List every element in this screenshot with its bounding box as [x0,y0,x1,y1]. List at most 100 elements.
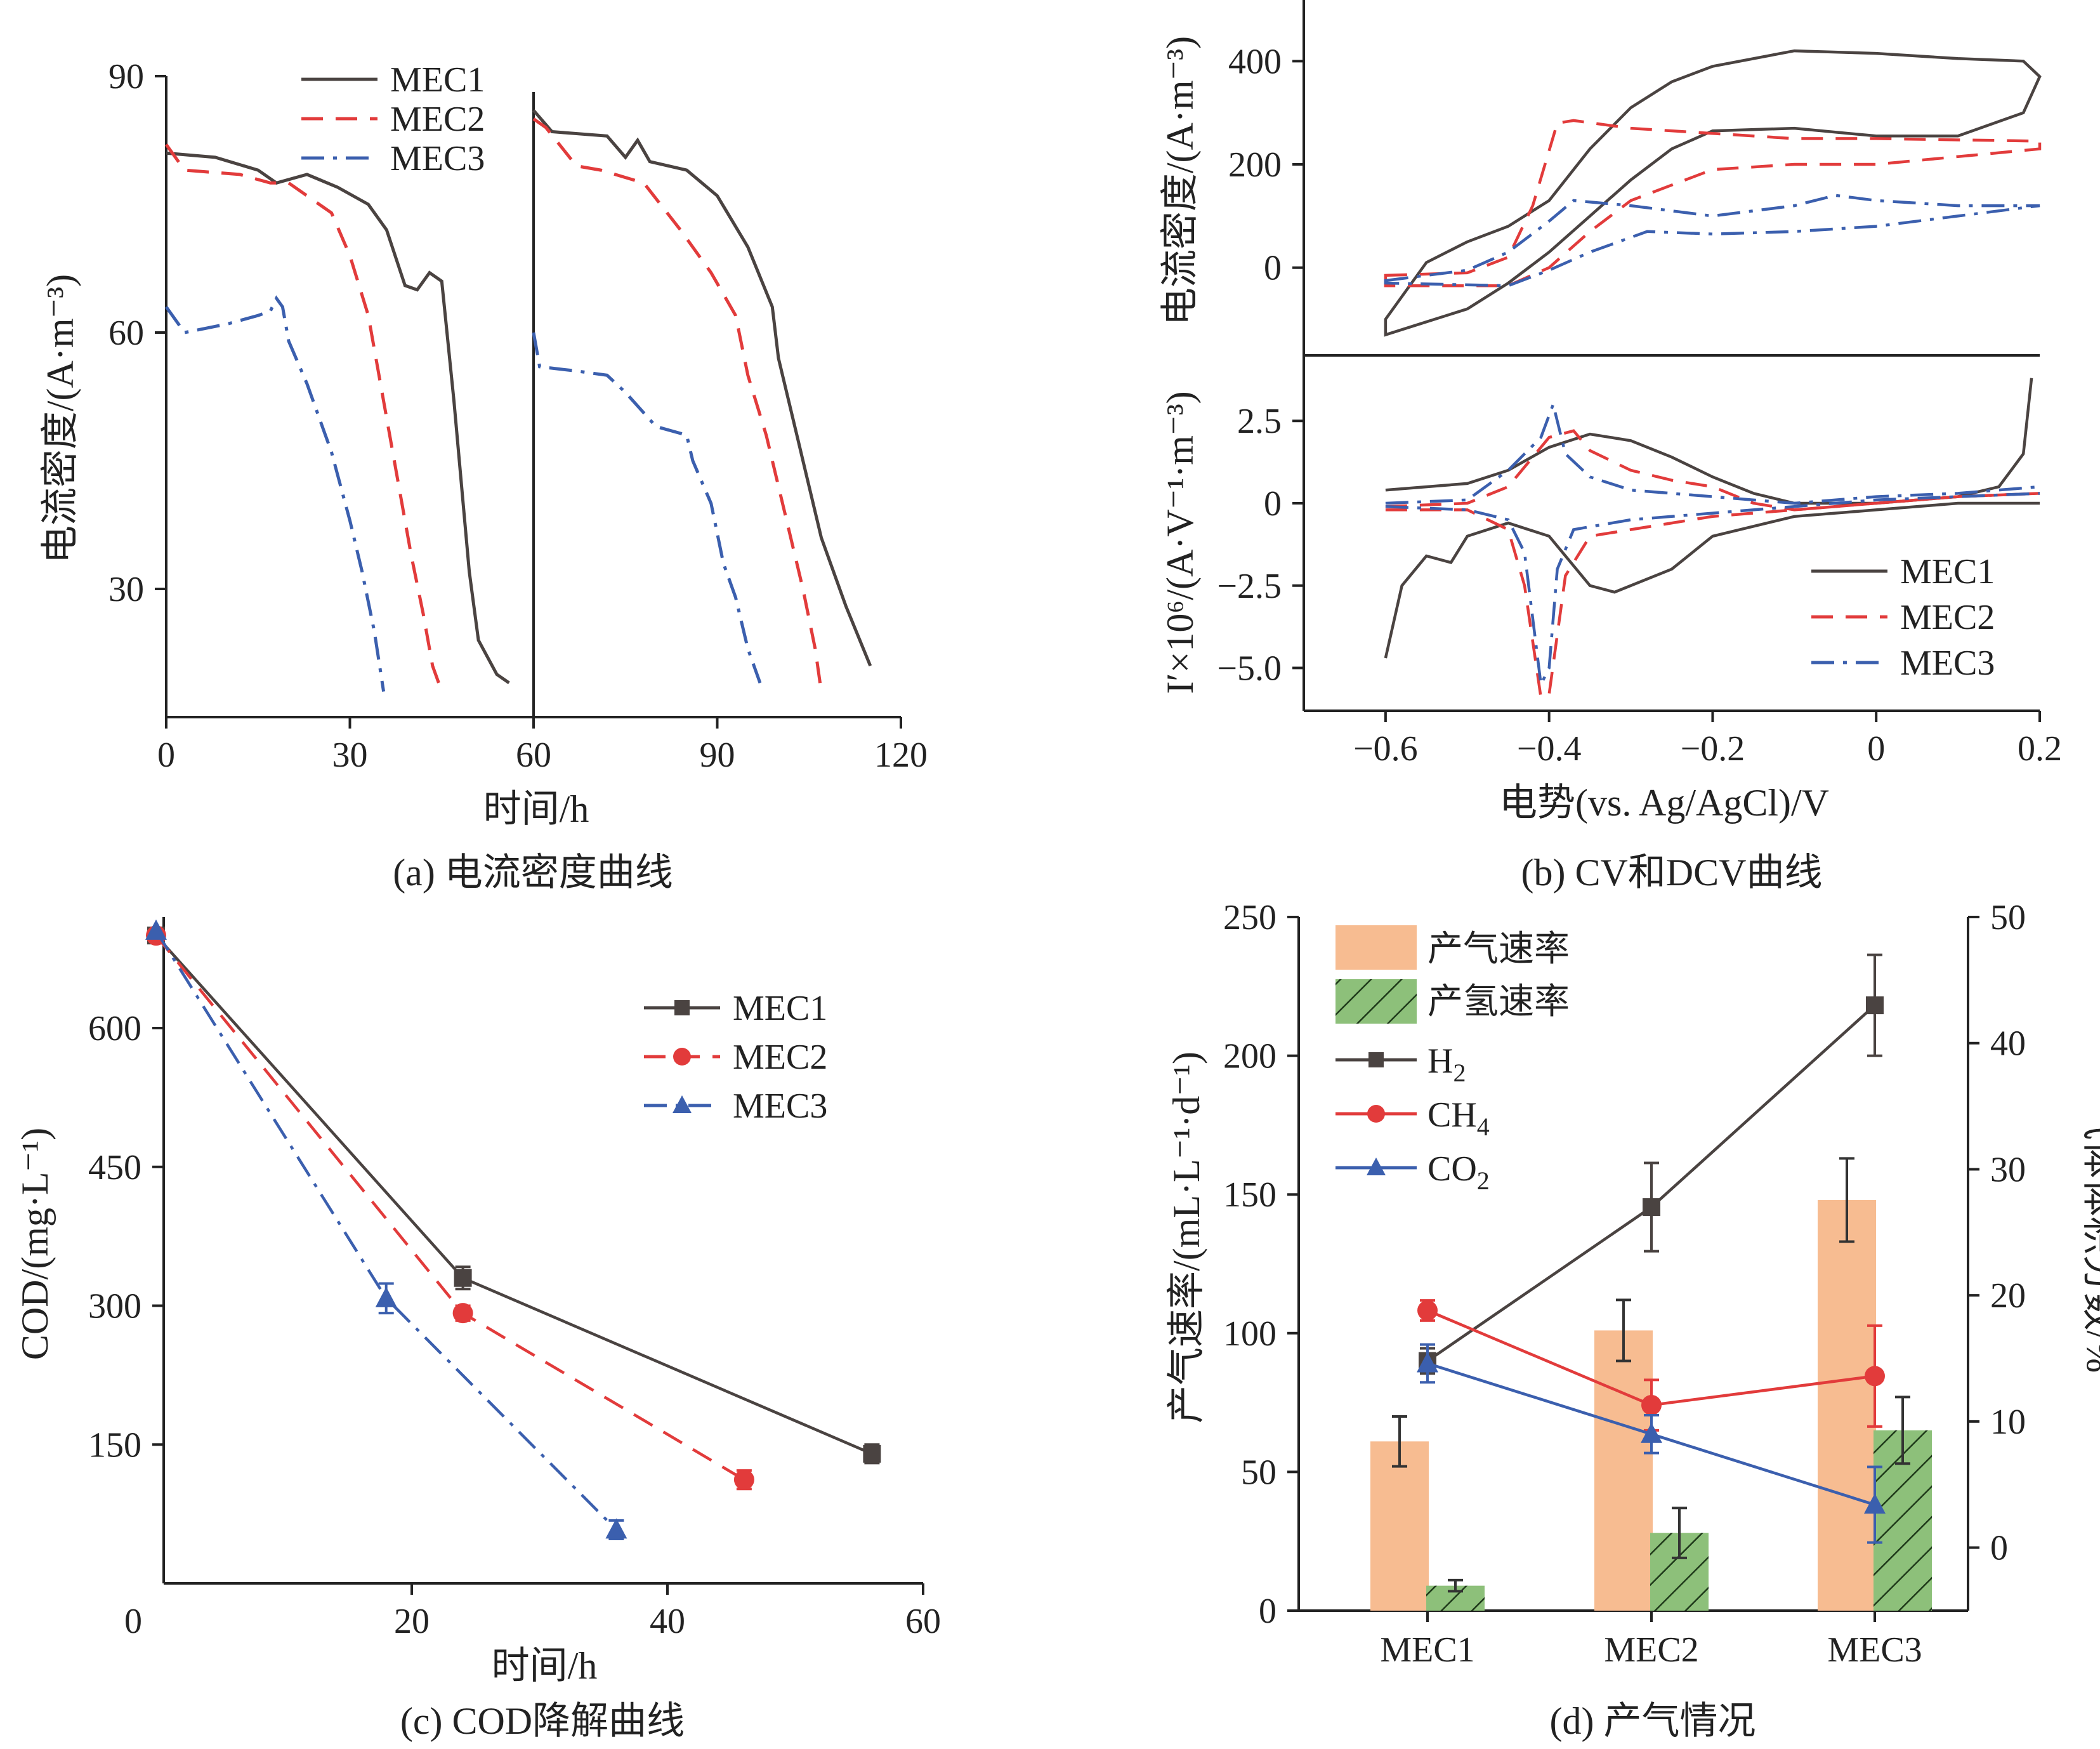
panel-c-legend-mec1-marker [674,1000,690,1015]
panel-a-series-mec1-seg1 [532,109,872,667]
panel-d-ytick-label: 100 [1223,1314,1276,1354]
panel-d-legend-gas-swatch [1335,925,1417,970]
panel-a-legend-mec1-label: MEC1 [390,60,485,100]
panel-c-legend-mec2-marker [673,1048,691,1066]
panel-a-xlabel: 时间/h [483,788,589,830]
panel-d-plot-area: 0 50 100 150 200 250 0 10 20 30 40 50 MEC1 MEC2 MEC3 产气… [1223,898,2026,1670]
panel-b-xtick-label: 0 [1867,729,1885,769]
panel-d-ytick-label: 150 [1223,1175,1276,1215]
panel-b-legend: MEC1 MEC2 MEC3 [1811,552,1995,683]
panel-a-series-mec2-seg0 [164,143,443,692]
panel-c-xtick-label: 60 [905,1602,941,1641]
panel-b-top-ytick-label: 200 [1228,145,1282,185]
panel-d-point-ch4 [1641,1395,1662,1416]
panel-b-caption: (b) CV和DCV曲线 [1521,852,1823,894]
panel-b-dcv-mec1-seg0 [1385,378,2033,505]
panel-d-xtick-label: MEC2 [1604,1630,1698,1670]
panel-b-top-ytick-label: 0 [1264,249,1282,288]
panel-a-series-mec2-seg1 [532,117,823,692]
panel-b-xtick-label: −0.4 [1517,729,1582,769]
panel-d-ytick-label: 0 [1259,1592,1276,1631]
panel-d-y2tick-label: 40 [1990,1024,2026,1064]
panel-b-bottom-ytick-label: 2.5 [1237,402,1282,441]
panel-b-xtick-label: −0.6 [1353,729,1418,769]
panel-b-bottom-ytick-label: −5.0 [1217,649,1282,689]
panel-b-dcv-mec3-seg1 [1385,492,2040,690]
panel-d-ytick-label: 50 [1241,1453,1276,1492]
panel-d-legend-marker [1368,1052,1384,1067]
panel-d-ylabel: 产气速率/(mL·L⁻¹·d⁻¹) [1165,1052,1207,1423]
panel-b-top-ytick-label: 400 [1228,42,1282,81]
panel-d-legend-line-label: H2 [1427,1041,1466,1087]
panel-d-y2tick-label: 50 [1990,898,2026,937]
panel-d-bar-errbar [1672,1507,1687,1559]
panel-b-cv-dcv: −0.6 −0.4 −0.2 0 0.20200400−5.0−2.502.5MEC1M… [1159,0,2062,894]
panel-b-xtick-label: 0.2 [2018,729,2062,769]
panel-d-point-co2 [1641,1422,1662,1443]
panel-a-series-mec3-seg1 [532,332,762,683]
panel-b-legend-mec3-label: MEC3 [1900,644,1995,683]
panel-a-xtick-label: 30 [332,736,368,775]
panel-d-y2tick-label: 0 [1990,1529,2008,1568]
panel-c-legend-mec1-label: MEC1 [733,989,827,1028]
panel-c-ytick-label: 150 [88,1425,141,1465]
panel-c-point-mec3 [145,919,167,940]
panel-a-series-mec3-seg0 [164,295,386,692]
panel-d-y2tick-label: 30 [1990,1150,2026,1189]
panel-b-top-ylabel: 电流密度/(A·m⁻³) [1159,36,1201,326]
panel-a-ytick-label: 60 [108,314,144,353]
panel-d-bar-gas-rate [1594,1330,1653,1611]
panel-d-y2tick-label: 10 [1990,1402,2026,1442]
panel-c-legend-mec3-label: MEC3 [733,1086,827,1126]
panel-c-plot-area: 0 20 40 60 150 300 450 600 MEC1 MEC2 MEC3 [88,917,941,1641]
panel-b-dcv-mec3-seg0 [1385,399,2040,505]
panel-d-bar-gas-rate [1818,1199,1876,1611]
panel-d-ytick-label: 250 [1223,898,1276,937]
panel-c-xlabel: 时间/h [492,1645,598,1687]
panel-d-legend-marker [1367,1105,1385,1123]
panel-d-xtick-label: MEC1 [1380,1630,1474,1670]
panel-a-series-mec1-seg0 [166,151,510,685]
panel-c-point-mec2 [733,1469,754,1490]
panel-d-point-co2 [1417,1352,1438,1373]
panel-d-point-ch4 [1417,1300,1438,1321]
panel-a-xtick-label: 120 [874,736,928,775]
panel-b-xlabel: 电势(vs. Ag/AgCl)/V [1499,782,1829,824]
panel-d-bar-errbar [1392,1415,1407,1468]
panel-c-caption: (c) COD降解曲线 [400,1700,685,1742]
panel-d-legend-h2-swatch [1335,979,1417,1024]
panel-a-legend-mec3-label: MEC3 [390,139,485,178]
panel-c-ylabel: COD/(mg·L⁻¹) [14,1128,56,1360]
panel-d-bar-errbar [1616,1298,1631,1363]
panel-b-legend-mec2-label: MEC2 [1900,598,1995,637]
panel-d-bar-gas-rate [1370,1441,1429,1611]
panel-d-point-co2 [1864,1493,1886,1514]
panel-d-legend-gas-label: 产气速率 [1427,930,1570,969]
panel-b-bottom-ytick-label: −2.5 [1217,567,1282,606]
panel-b-cv-mec1 [1384,49,2042,337]
panel-a-xtick-label: 0 [157,736,175,775]
panel-c-xtick-label: 20 [394,1602,430,1641]
panel-a-ytick-label: 30 [108,570,144,609]
panel-b-legend-mec1-label: MEC1 [1900,552,1995,591]
panel-c-point-mec2 [452,1303,473,1324]
panel-d-legend-line-label: CH4 [1427,1095,1490,1141]
panel-c-point-mec1 [863,1444,881,1463]
panel-c-line-mec2 [155,934,745,1481]
panel-d-caption: (d) 产气情况 [1550,1700,1756,1742]
panel-c-point-mec3 [375,1286,397,1307]
panel-b-dcv-mec2-seg0 [1385,429,2040,512]
panel-a-xtick-label: 60 [516,736,551,775]
panel-d-xtick-label: MEC3 [1827,1630,1922,1670]
panel-b-xtick-label: −0.2 [1681,729,1745,769]
panel-d-legend-h2-label: 产氢速率 [1427,982,1570,1022]
panel-d-point-h2 [1866,996,1884,1015]
panel-c-xtick-label: 40 [650,1602,685,1641]
panel-b-cv-mec2 [1384,119,2042,287]
panel-b-bottom-ylabel: I′×10⁶/(A·V⁻¹·m⁻³) [1159,391,1201,694]
panel-d-gas-production: 0 50 100 150 200 250 0 10 20 30 40 50 MEC1 MEC2 MEC3 产气… [1165,898,2100,1742]
panel-c-legend-mec2-label: MEC2 [733,1038,827,1077]
